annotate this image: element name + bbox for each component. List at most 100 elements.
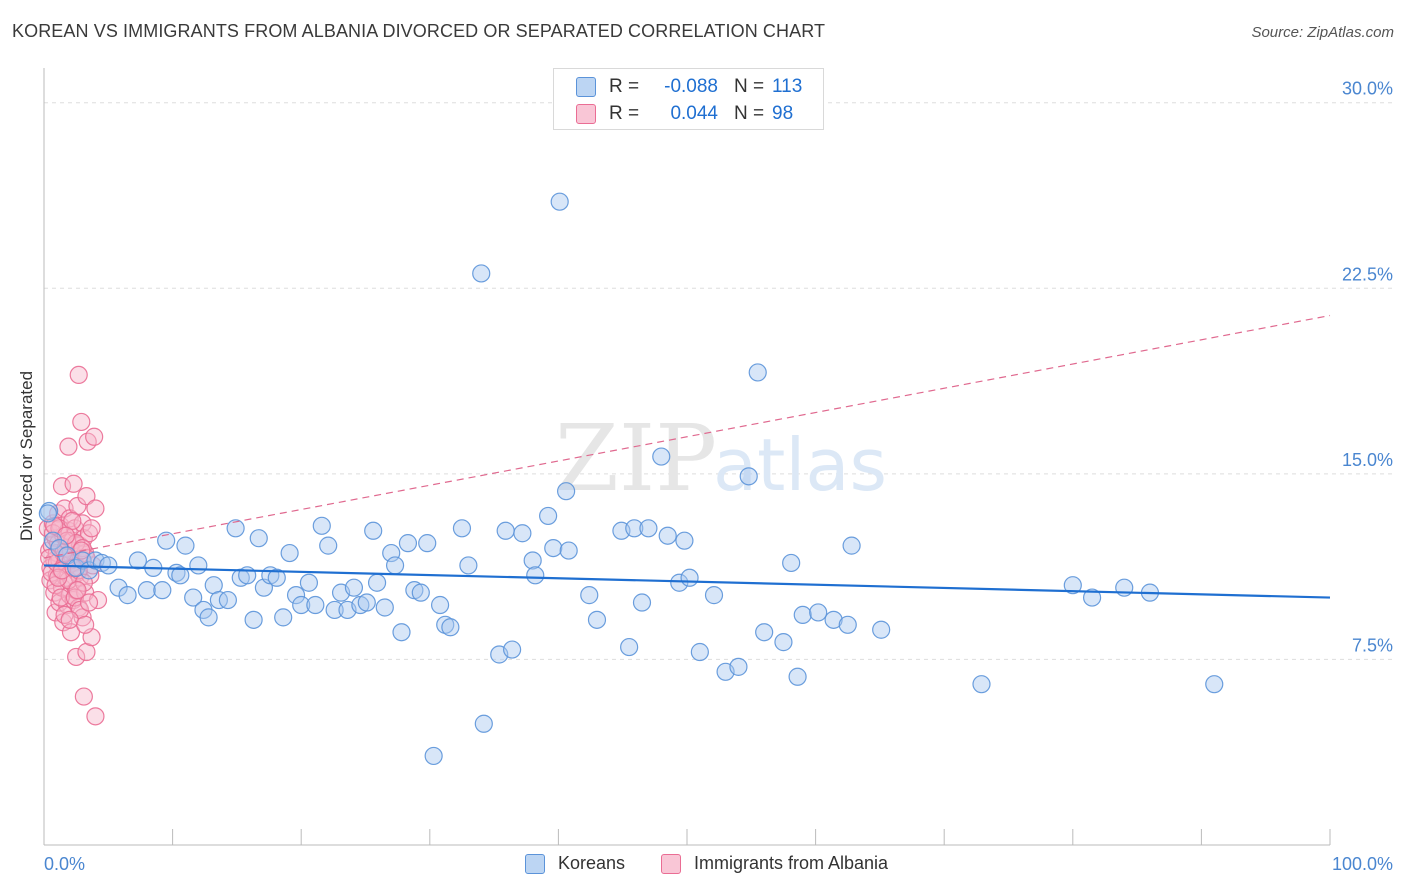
korean-point <box>670 573 689 592</box>
korean-point <box>690 642 709 662</box>
korean-point <box>704 586 724 605</box>
albania-point <box>85 427 104 446</box>
korean-point <box>842 536 861 555</box>
korean-point <box>73 551 92 570</box>
korean-point <box>267 568 286 587</box>
korean-point <box>972 675 991 694</box>
korean-point <box>559 541 578 560</box>
albania-point <box>52 477 72 496</box>
albania-point <box>60 610 79 629</box>
n-value: 113 <box>772 76 803 97</box>
korean-point <box>774 633 793 652</box>
r-value: 0.044 <box>670 103 718 124</box>
albania-point <box>51 588 70 607</box>
korean-point <box>286 586 306 605</box>
korean-point <box>357 593 376 612</box>
y-tick-label: 15.0% <box>1342 450 1393 470</box>
korean-point <box>526 566 545 585</box>
albania-swatch <box>576 104 596 124</box>
korean-point <box>244 610 263 629</box>
korean-point <box>128 551 147 570</box>
watermark-atlas: atlas <box>713 423 887 507</box>
korean-point <box>199 608 218 627</box>
r-label: R = <box>609 76 640 97</box>
korean-point <box>364 521 383 540</box>
korean-point <box>218 590 237 610</box>
korean-point <box>430 595 450 615</box>
korean-point <box>452 519 472 538</box>
korean-point <box>43 531 63 550</box>
watermark-zip: ZIP <box>555 405 717 512</box>
albania-point <box>76 615 95 634</box>
chart-title: KOREAN VS IMMIGRANTS FROM ALBANIA DIVORC… <box>12 21 826 41</box>
korean-point <box>748 363 767 382</box>
korean-point <box>411 583 430 602</box>
x-tick-label: 0.0% <box>44 854 85 874</box>
korean-point <box>782 553 801 573</box>
n-label: N = <box>734 76 765 97</box>
korean-point <box>189 556 208 575</box>
korean-point <box>824 610 843 629</box>
watermark: ZIP atlas <box>555 405 887 512</box>
korean-point <box>176 536 195 555</box>
albania-point <box>86 499 105 518</box>
korean-point <box>788 667 807 686</box>
albania-point <box>67 647 86 667</box>
korean-point <box>153 581 172 600</box>
korean-point <box>184 588 203 607</box>
korean-point <box>312 516 331 535</box>
korean-point <box>249 529 268 548</box>
n-label: N = <box>734 103 765 124</box>
korean-point <box>472 264 491 283</box>
korean-point <box>325 600 344 620</box>
korean-point <box>739 467 758 486</box>
korean-point <box>441 618 460 637</box>
legend-label: Immigrants from Albania <box>694 853 889 873</box>
korean-point <box>809 603 828 622</box>
korean-point <box>99 556 118 575</box>
korean-point <box>1082 588 1102 607</box>
albania-point <box>82 519 101 538</box>
korean-trend-line <box>43 564 1331 599</box>
y-tick-label: 30.0% <box>1342 79 1393 99</box>
korean-point <box>50 538 69 558</box>
korean-point <box>680 568 699 587</box>
trend-lines <box>43 314 1331 599</box>
korean-point <box>274 608 293 627</box>
n-value: 98 <box>772 103 794 124</box>
source-credit: Source: ZipAtlas.com <box>1251 24 1394 41</box>
korean-point <box>385 556 405 575</box>
korean-point <box>580 586 599 605</box>
korean-point <box>424 746 443 766</box>
korean-point <box>513 524 532 543</box>
y-tick-label: 7.5% <box>1352 635 1393 655</box>
korean-point <box>367 573 387 592</box>
korean-point <box>544 538 563 558</box>
korean-point <box>632 593 652 612</box>
grid-lines <box>44 102 1392 660</box>
stats-legend: R = -0.088 N = 113 R = 0.044 N = 98 <box>553 68 824 130</box>
korean-point <box>503 640 522 659</box>
korean-point <box>639 519 658 538</box>
r-value: -0.088 <box>664 76 718 97</box>
korean-point <box>793 605 812 625</box>
korean-point <box>550 192 569 211</box>
legend-label: Koreans <box>558 853 626 873</box>
albania-point <box>59 437 78 456</box>
koreans-swatch <box>525 854 545 874</box>
albania-swatch <box>661 854 681 874</box>
r-label: R = <box>609 103 640 124</box>
korean-point <box>1063 576 1082 595</box>
korean-point <box>587 610 607 629</box>
x-tick-labels: 0.0% 100.0% <box>44 854 1393 874</box>
korean-point <box>392 623 411 642</box>
korean-point <box>306 595 325 615</box>
korean-point <box>292 595 311 615</box>
albania-trend-line <box>43 314 1331 559</box>
korean-point <box>38 504 57 523</box>
korean-point <box>375 598 394 617</box>
korean-point <box>496 521 515 540</box>
korean-point <box>838 615 857 634</box>
korean-point <box>319 536 338 555</box>
